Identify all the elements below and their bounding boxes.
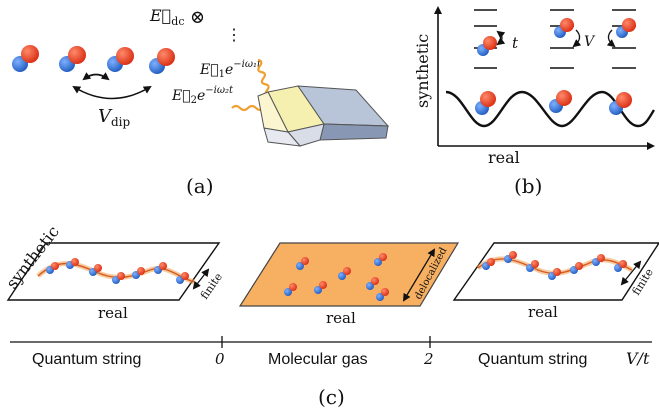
- panel-b-y-label: synthetic: [413, 34, 432, 108]
- vertical-dots: ⋮: [226, 25, 242, 44]
- hop-t-arrow: [496, 30, 506, 46]
- gas-molecules: [284, 253, 389, 301]
- tick-0-label: 0: [215, 350, 225, 368]
- hop-v-label: V: [584, 34, 596, 50]
- dc-field-label: E⃗dc: [149, 6, 184, 28]
- optical-element: [257, 85, 390, 147]
- phase-left-label: Quantum string: [32, 351, 141, 368]
- molecule: [554, 18, 574, 38]
- molecule: [609, 92, 632, 115]
- middle-plane-real-label: real: [326, 309, 356, 327]
- laser-beam-2: [231, 104, 265, 112]
- left-finite-arrow: [192, 268, 210, 290]
- dipole-exchange-arrow-large: [72, 85, 152, 100]
- phase-right-label: Quantum string: [478, 351, 587, 368]
- hop-t-label: t: [512, 34, 519, 52]
- panel-b-label: (b): [514, 174, 542, 198]
- phase-middle-label: Molecular gas: [268, 351, 368, 368]
- tick-2-label: 2: [423, 350, 434, 368]
- molecule: [149, 48, 175, 74]
- otimes-icon: ⊗: [190, 7, 205, 28]
- panel-c-label: (c): [318, 385, 345, 409]
- field1-label: E⃗1e−iω₁t: [199, 59, 262, 80]
- field2-label: E⃗2e−iω₂t: [171, 85, 234, 106]
- molecule: [549, 90, 572, 113]
- right-plane-real-label: real: [528, 303, 558, 321]
- dipole-exchange-arrow-small: [82, 72, 110, 81]
- panel-c: synthetic real finite real delocali: [2, 222, 659, 409]
- panel-b: synthetic real t: [413, 6, 656, 198]
- left-finite-label: finite: [198, 271, 225, 302]
- vdip-label: Vdip: [98, 106, 131, 129]
- delocalized-arrow: [402, 248, 436, 302]
- molecule: [477, 36, 497, 56]
- hop-v-arrow-left: [572, 29, 582, 48]
- trap-potential: [445, 90, 656, 128]
- panel-b-x-label: real: [488, 148, 520, 167]
- panel-a: Vdip E⃗dc ⊗ ⋮ E⃗1e−iω₁t E⃗2e−iω₂t (a): [12, 6, 390, 198]
- laser-beam-1: [257, 58, 270, 98]
- left-plane-real-label: real: [98, 304, 128, 322]
- hop-v-arrow-right: [606, 29, 616, 48]
- molecule: [59, 46, 86, 72]
- molecule: [12, 45, 39, 72]
- panel-a-label: (a): [186, 174, 214, 198]
- left-plane: [6, 242, 221, 301]
- right-finite-arrow: [620, 260, 642, 286]
- molecule: [475, 91, 496, 115]
- molecule: [616, 18, 636, 38]
- axis-label-v-over-t: V/t: [626, 349, 650, 368]
- string-molecules-left: [46, 258, 189, 284]
- molecule: [107, 47, 134, 72]
